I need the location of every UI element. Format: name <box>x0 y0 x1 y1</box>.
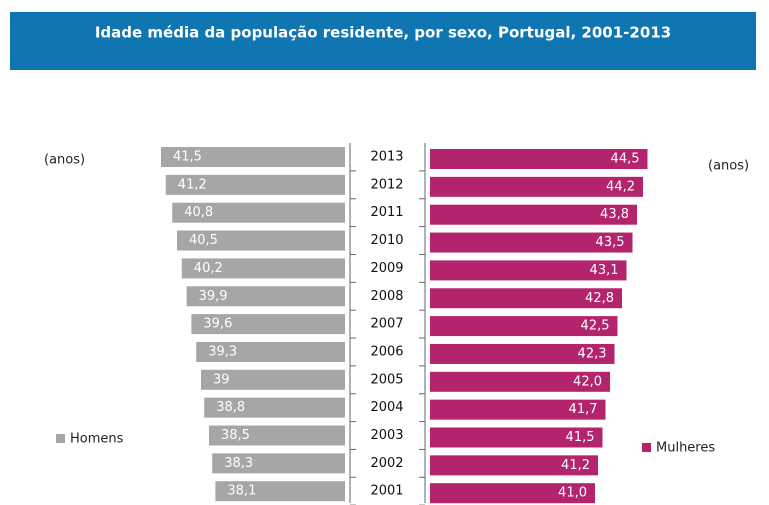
value-label: 44,5 <box>611 152 640 167</box>
bar <box>201 369 345 390</box>
bar <box>196 341 345 362</box>
bar <box>181 258 345 279</box>
category-label: 2010 <box>370 233 403 248</box>
value-label: 43,1 <box>590 263 619 278</box>
value-label: 43,8 <box>600 207 629 222</box>
value-label: 41,7 <box>569 402 598 417</box>
legend-label: Mulheres <box>656 441 715 456</box>
bar <box>209 425 345 446</box>
category-label: 2012 <box>370 177 403 192</box>
category-label: 2002 <box>370 456 403 471</box>
unit-label: (anos) <box>44 153 85 168</box>
value-label: 41,5 <box>173 150 202 165</box>
bar <box>430 427 603 448</box>
value-label: 40,2 <box>194 261 223 276</box>
bar <box>430 483 595 504</box>
bar <box>430 149 648 169</box>
bar <box>430 232 633 253</box>
bar <box>430 288 622 309</box>
value-label: 44,2 <box>606 179 635 194</box>
category-label: 2007 <box>370 317 403 332</box>
title-bar <box>10 12 756 70</box>
value-label: 38,8 <box>216 400 245 415</box>
legend-swatch <box>56 434 65 443</box>
chart-title: Idade média da população residente, por … <box>95 24 671 42</box>
bar <box>165 174 345 195</box>
category-label: 2004 <box>370 400 403 415</box>
bar <box>430 260 627 281</box>
value-label: 38,1 <box>227 484 256 499</box>
value-label: 39,9 <box>199 289 228 304</box>
value-label: 42,0 <box>573 374 602 389</box>
bar <box>191 314 345 335</box>
value-label: 43,5 <box>596 235 625 250</box>
category-label: 2003 <box>370 428 403 443</box>
bar <box>430 343 615 364</box>
value-label: 42,8 <box>585 291 614 306</box>
value-label: 41,5 <box>566 430 595 445</box>
value-label: 41,2 <box>561 458 590 473</box>
bar <box>430 204 637 225</box>
value-label: 39,6 <box>203 317 232 332</box>
category-label: 2009 <box>370 261 403 276</box>
bar <box>212 453 345 474</box>
value-label: 39,3 <box>208 344 237 359</box>
category-label: 2001 <box>370 484 403 499</box>
value-label: 38,3 <box>224 456 253 471</box>
bar <box>186 286 345 307</box>
bar <box>430 176 643 197</box>
bar <box>204 397 345 418</box>
unit-label: (anos) <box>708 159 749 174</box>
category-label: 2011 <box>370 205 403 220</box>
value-label: 38,5 <box>221 428 250 443</box>
value-label: 40,8 <box>184 205 213 220</box>
bar <box>172 202 345 223</box>
category-label: 2006 <box>370 344 403 359</box>
bar <box>177 230 345 251</box>
legend-swatch <box>642 443 651 452</box>
value-label: 42,5 <box>581 319 610 334</box>
category-label: 2013 <box>370 150 403 165</box>
value-label: 42,3 <box>578 346 607 361</box>
legend-label: Homens <box>70 432 124 447</box>
category-label: 2005 <box>370 372 403 387</box>
bar <box>430 455 598 476</box>
value-label: 41,2 <box>178 177 207 192</box>
category-label: 2008 <box>370 289 403 304</box>
value-label: 39 <box>213 372 230 387</box>
bar <box>430 399 606 420</box>
bar <box>430 316 618 337</box>
bar <box>161 147 345 167</box>
value-label: 41,0 <box>558 486 587 501</box>
bar <box>215 481 345 502</box>
bar <box>430 371 610 392</box>
value-label: 40,5 <box>189 233 218 248</box>
